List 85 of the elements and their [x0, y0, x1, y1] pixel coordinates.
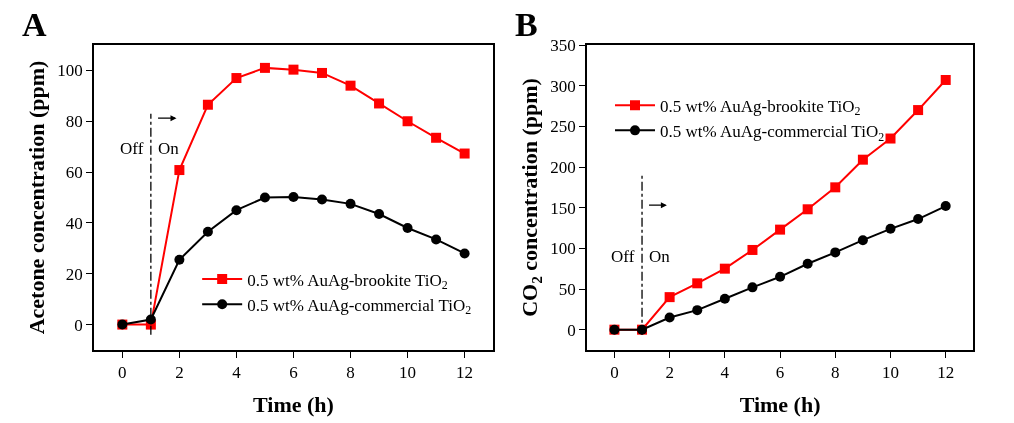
- point: [374, 98, 385, 109]
- point: [374, 209, 385, 220]
- annotation: On: [158, 139, 180, 158]
- point: [913, 214, 924, 225]
- point: [431, 132, 442, 143]
- x-tick-label: 12: [937, 363, 955, 383]
- legend-label: 0.5 wt% AuAg-commercial TiO$_{2}$: [247, 295, 472, 318]
- point: [431, 234, 442, 245]
- point: [664, 312, 675, 323]
- y-tick-label: 250: [550, 117, 576, 137]
- y-tick-label: 100: [550, 239, 576, 259]
- point: [775, 271, 786, 282]
- x-tick-label: 4: [720, 363, 730, 383]
- y-tick-label: 40: [65, 213, 83, 233]
- point: [802, 258, 813, 269]
- chart-title: A: [22, 6, 47, 43]
- x-tick-label: 10: [882, 363, 899, 383]
- x-tick-label: 10: [399, 363, 417, 383]
- point: [174, 165, 185, 176]
- point: [857, 235, 868, 246]
- x-tick-label: 0: [118, 363, 127, 383]
- point: [913, 105, 924, 116]
- point: [830, 247, 841, 258]
- y-axis-title: Acetone concentration (ppm): [24, 60, 50, 335]
- point: [885, 133, 896, 144]
- x-tick-label: 4: [232, 363, 242, 383]
- point: [747, 244, 758, 255]
- point: [692, 305, 703, 316]
- point: [202, 99, 213, 110]
- x-tick-label: 6: [775, 363, 785, 383]
- point: [802, 204, 813, 215]
- point: [885, 223, 896, 234]
- point: [231, 73, 242, 84]
- y-tick-label: 0: [74, 315, 83, 335]
- x-tick-label: 0: [610, 363, 619, 383]
- point: [259, 62, 270, 73]
- point: [202, 226, 213, 237]
- y-tick-label: 20: [65, 264, 83, 284]
- point: [288, 191, 299, 202]
- x-tick-label: 6: [289, 363, 298, 383]
- point: [317, 67, 327, 78]
- y-tick-label: 200: [550, 157, 576, 177]
- chart-title: B: [515, 6, 538, 43]
- x-tick-label: 8: [346, 363, 355, 383]
- point: [345, 80, 356, 91]
- point: [231, 205, 242, 216]
- x-axis-title: Time (h): [739, 391, 821, 417]
- y-tick-label: 60: [65, 163, 83, 183]
- point: [345, 198, 356, 209]
- point: [692, 278, 703, 289]
- legend-label: 0.5 wt% AuAg-brookite TiO$_{2}$: [660, 96, 861, 119]
- y-tick-label: 350: [550, 35, 576, 55]
- point: [664, 292, 675, 303]
- annotation: Off: [120, 139, 144, 158]
- point: [459, 148, 470, 159]
- x-axis-title: Time (h): [253, 391, 334, 417]
- point: [940, 201, 951, 212]
- point: [402, 223, 413, 233]
- x-tick-label: 2: [665, 363, 674, 383]
- point: [747, 282, 758, 293]
- annotation: On: [649, 247, 671, 266]
- y-tick-label: 80: [65, 112, 83, 132]
- x-tick-label: 8: [831, 363, 840, 383]
- point: [830, 182, 841, 193]
- y-tick-label: 0: [567, 320, 576, 340]
- point: [857, 154, 868, 165]
- y-tick-label: 100: [57, 61, 83, 81]
- point: [775, 224, 786, 235]
- x-tick-label: 12: [456, 363, 474, 383]
- y-tick-label: 300: [550, 76, 576, 96]
- legend-label: 0.5 wt% AuAg-commercial TiO$_{2}$: [660, 121, 885, 144]
- point: [719, 293, 730, 304]
- point: [259, 192, 270, 203]
- x-tick-label: 2: [175, 363, 184, 383]
- point: [719, 263, 730, 274]
- legend-label: 0.5 wt% AuAg-brookite TiO$_{2}$: [247, 270, 448, 293]
- point: [940, 74, 951, 85]
- point: [402, 116, 413, 127]
- annotation: Off: [611, 247, 635, 266]
- point: [317, 194, 327, 205]
- y-tick-label: 150: [550, 198, 576, 218]
- point: [459, 248, 470, 259]
- point: [174, 254, 185, 265]
- point: [288, 64, 299, 75]
- y-tick-label: 50: [558, 279, 576, 299]
